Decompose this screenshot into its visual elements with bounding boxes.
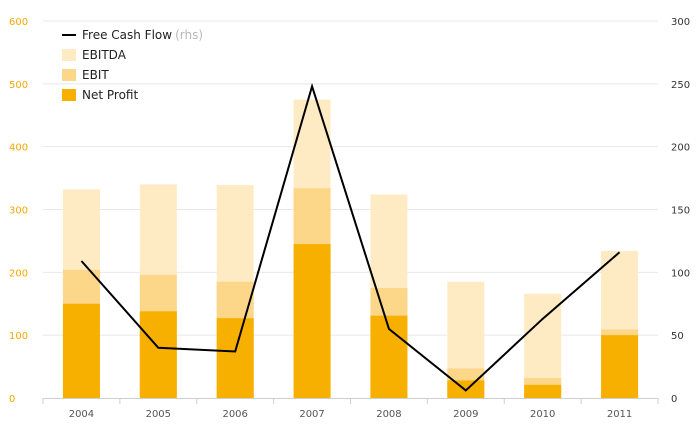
bar-net-profit bbox=[601, 335, 639, 398]
x-tick-label: 2004 bbox=[69, 409, 94, 420]
bar-series bbox=[62, 99, 639, 399]
x-tick-label: 2005 bbox=[146, 409, 171, 420]
legend-label: EBITDA bbox=[82, 48, 127, 62]
legend-label: EBIT bbox=[82, 68, 109, 82]
y-right-tick-label: 0 bbox=[671, 394, 677, 405]
free-cash-flow-series bbox=[80, 82, 621, 392]
legend-item: Free Cash Flow (rhs) bbox=[62, 28, 203, 42]
legend-label: Free Cash Flow (rhs) bbox=[82, 28, 203, 42]
bar-net-profit bbox=[524, 384, 562, 398]
legend-label: Net Profit bbox=[82, 88, 138, 102]
bar-net-profit bbox=[139, 311, 177, 398]
y-right-tick-label: 200 bbox=[671, 143, 690, 154]
legend-item: Net Profit bbox=[62, 88, 138, 102]
y-right-tick-label: 100 bbox=[671, 268, 690, 279]
y-left-tick-label: 600 bbox=[9, 17, 28, 28]
y-left-tick-label: 500 bbox=[9, 80, 28, 91]
x-tick-label: 2007 bbox=[299, 409, 324, 420]
bar-net-profit bbox=[293, 244, 331, 398]
y-left-tick-label: 0 bbox=[9, 394, 15, 405]
legend-item: EBITDA bbox=[62, 48, 127, 62]
y-left-tick-label: 200 bbox=[9, 268, 28, 279]
x-tick-label: 2008 bbox=[376, 409, 401, 420]
x-tick-label: 2010 bbox=[530, 409, 555, 420]
axes: 0 100 200 300 400 500 600 0 50 100 150 200 250 300 200… bbox=[9, 17, 690, 420]
y-left-tick-label: 100 bbox=[9, 331, 28, 342]
legend-swatch bbox=[62, 89, 76, 101]
y-left-tick-label: 300 bbox=[9, 206, 28, 217]
legend-item: EBIT bbox=[62, 68, 109, 82]
x-tick-label: 2006 bbox=[222, 409, 247, 420]
x-tick-label: 2009 bbox=[453, 409, 478, 420]
y-right-tick-label: 250 bbox=[671, 80, 690, 91]
legend: Free Cash Flow (rhs) EBITDA EBIT Net Profit bbox=[62, 28, 203, 102]
gridlines bbox=[43, 20, 658, 336]
y-right-tick-label: 50 bbox=[671, 331, 684, 342]
bar-net-profit bbox=[62, 303, 100, 398]
x-tick-label: 2011 bbox=[607, 409, 632, 420]
y-left-tick-label: 400 bbox=[9, 143, 28, 154]
legend-swatch bbox=[62, 69, 76, 81]
free-cash-flow-line bbox=[80, 82, 621, 392]
y-right-tick-label: 150 bbox=[671, 206, 690, 217]
bar-net-profit bbox=[216, 318, 254, 398]
y-right-tick-label: 300 bbox=[671, 17, 690, 28]
legend-swatch bbox=[62, 49, 76, 61]
